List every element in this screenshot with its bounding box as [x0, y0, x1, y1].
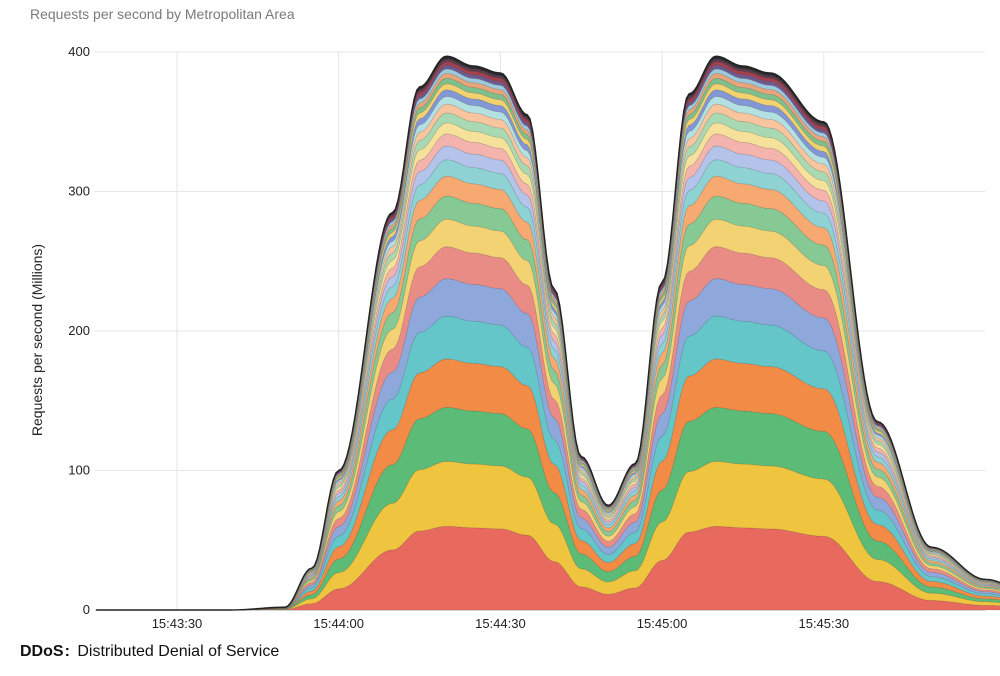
x-axis-ticks: 15:43:30 15:44:00 15:44:30 15:45:00 15:45:30	[152, 616, 849, 631]
y-tick-label: 100	[68, 463, 90, 478]
area-series-23	[96, 64, 1000, 611]
y-tick-label: 400	[68, 44, 90, 59]
y-tick-label: 0	[83, 602, 90, 617]
area-series-19	[96, 83, 1000, 611]
x-tick-label: 15:45:00	[637, 616, 688, 631]
x-tick-label: 15:44:30	[475, 616, 526, 631]
y-tick-label: 300	[68, 184, 90, 199]
chart-title: Requests per second by Metropolitan Area	[30, 6, 295, 22]
area-series-21	[96, 72, 1000, 611]
y-axis-label: Requests per second (Millions)	[29, 244, 45, 436]
caption-definition: Distributed Denial of Service	[77, 643, 280, 660]
area-series-20	[96, 77, 1000, 611]
area-series-25	[96, 58, 1000, 611]
area-series-18	[96, 89, 1000, 611]
area-series-11	[96, 159, 1000, 611]
caption-abbreviation: DDoS	[20, 643, 64, 660]
area-series-10	[96, 175, 1000, 611]
x-tick-label: 15:45:30	[798, 616, 849, 631]
x-tick-label: 15:44:00	[313, 616, 364, 631]
area-series-24	[96, 61, 1000, 611]
y-axis-ticks: 0 100 200 300 400	[68, 44, 90, 617]
area-series-3	[96, 407, 1000, 611]
area-series-6	[96, 278, 1000, 611]
y-tick-label: 200	[68, 323, 90, 338]
area-series-9	[96, 195, 1000, 611]
area-series-12	[96, 145, 1000, 611]
x-tick-label: 15:43:30	[152, 616, 203, 631]
area-series-2	[96, 461, 1000, 611]
area-series-4	[96, 358, 1000, 611]
total-outline	[96, 55, 1000, 611]
series-layer	[96, 55, 1000, 611]
caption-separator: :	[64, 643, 70, 660]
footnote-caption: DDoS: Distributed Denial of Service	[20, 643, 279, 661]
